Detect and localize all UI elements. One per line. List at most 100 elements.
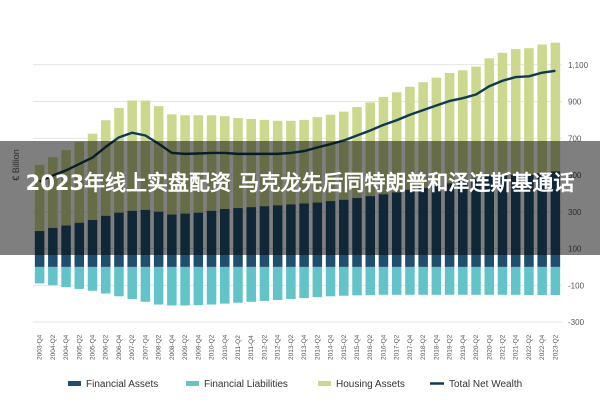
bar-financial-liabilities: [167, 266, 177, 306]
x-tick-label: 2007-Q4: [142, 334, 149, 360]
bar-financial-liabilities: [365, 266, 375, 295]
legend-item-housing-assets: Housing Assets: [318, 379, 405, 390]
x-tick-label: 2015-Q4: [354, 334, 361, 360]
x-tick-label: 2019-Q4: [460, 334, 467, 360]
x-tick-label: 2004-Q4: [63, 334, 70, 360]
bar-financial-liabilities: [206, 266, 217, 305]
x-tick-label: 2008-Q2: [156, 334, 163, 360]
y-tick-label: 700: [568, 134, 582, 143]
bar-financial-liabilities: [405, 266, 415, 295]
bar-financial-liabilities: [339, 266, 349, 296]
bar-financial-liabilities: [391, 266, 402, 295]
bar-financial-liabilities: [537, 266, 547, 295]
x-tick-label: 2012-Q4: [275, 334, 282, 360]
bar-financial-liabilities: [524, 266, 534, 295]
legend-label-financial-assets: Financial Assets: [86, 379, 158, 390]
legend-swatch-financial-assets: [68, 381, 81, 386]
bar-financial-liabilities: [325, 266, 336, 297]
x-tick-label: 2016-Q2: [367, 334, 374, 360]
bar-financial-liabilities: [497, 266, 508, 295]
x-tick-label: 2004-Q2: [50, 334, 57, 360]
bar-financial-liabilities: [140, 266, 151, 302]
bar-financial-liabilities: [74, 266, 85, 289]
x-tick-label: 2013-Q4: [301, 334, 308, 360]
bar-housing-assets: [431, 77, 442, 187]
bar-financial-liabilities: [48, 266, 58, 286]
x-tick-label: 2008-Q4: [169, 334, 176, 360]
x-tick-label: 2010-Q4: [222, 334, 229, 360]
x-tick-label: 2014-Q4: [328, 334, 335, 360]
x-tick-label: 2005-Q4: [90, 334, 97, 360]
bar-housing-assets: [550, 42, 561, 172]
x-tick-label: 2019-Q2: [447, 334, 454, 360]
legend-label-housing-assets: Housing Assets: [336, 379, 405, 390]
bar-financial-liabilities: [87, 266, 98, 291]
bar-financial-liabilities: [220, 266, 230, 304]
x-tick-label: 2007-Q2: [129, 334, 136, 360]
bar-financial-liabilities: [510, 266, 521, 295]
bar-financial-liabilities: [352, 266, 362, 296]
headline-text: 2023年线上实盘配资 马克龙先后同特朗普和泽连斯基通话: [25, 171, 575, 195]
x-tick-label: 2006-Q4: [116, 334, 123, 360]
bar-housing-assets: [510, 49, 521, 175]
legend-item-total-net-wealth: Total Net Wealth: [430, 379, 522, 390]
bar-financial-liabilities: [378, 266, 389, 295]
bar-financial-liabilities: [153, 266, 164, 305]
bar-financial-liabilities: [61, 266, 71, 288]
x-tick-label: 2022-Q2: [526, 334, 533, 360]
bar-financial-liabilities: [34, 266, 45, 284]
bar-financial-liabilities: [193, 266, 204, 306]
bar-housing-assets: [497, 52, 508, 175]
bar-housing-assets: [524, 48, 534, 175]
bar-financial-liabilities: [444, 266, 455, 295]
x-tick-label: 2003-Q4: [37, 334, 44, 360]
x-tick-label: 2017-Q2: [394, 334, 401, 360]
bar-financial-liabilities: [233, 266, 243, 303]
y-tick-label: -300: [568, 318, 585, 327]
x-tick-label: 2009-Q2: [182, 334, 189, 360]
x-tick-label: 2017-Q4: [407, 334, 414, 360]
x-tick-label: 2015-Q2: [341, 334, 348, 360]
x-tick-label: 2021-Q2: [499, 334, 506, 360]
bar-housing-assets: [484, 58, 495, 176]
x-tick-label: 2018-Q4: [433, 334, 440, 360]
x-tick-label: 2022-Q4: [539, 334, 546, 360]
legend-swatch-financial-liabilities: [186, 381, 199, 386]
bar-financial-liabilities: [299, 266, 309, 299]
bar-housing-assets: [418, 82, 428, 188]
x-tick-label: 2006-Q2: [103, 334, 110, 360]
x-tick-label: 2011-Q4: [248, 335, 255, 360]
x-tick-label: 2023-Q2: [552, 334, 559, 360]
bar-financial-liabilities: [114, 266, 124, 297]
x-tick-label: 2014-Q2: [314, 334, 321, 360]
legend-label-total-net-wealth: Total Net Wealth: [449, 379, 522, 390]
legend-item-financial-liabilities: Financial Liabilities: [186, 379, 288, 390]
bar-financial-liabilities: [259, 266, 270, 301]
legend-label-financial-liabilities: Financial Liabilities: [204, 379, 288, 390]
bar-housing-assets: [458, 70, 468, 181]
financial-liabilities-bars: [34, 266, 561, 306]
legend: Financial Assets Financial Liabilities H…: [68, 379, 522, 390]
bar-financial-liabilities: [484, 266, 495, 295]
bar-financial-liabilities: [471, 266, 481, 295]
bar-housing-assets: [471, 66, 481, 179]
legend-swatch-housing-assets: [318, 381, 331, 386]
x-axis-ticks: 2003-Q4 2004-Q2 2004-Q4 2005-Q2 2005-Q4 2006-…: [37, 334, 560, 360]
bar-financial-liabilities: [180, 266, 190, 306]
x-tick-label: 2016-Q4: [380, 334, 387, 360]
headline-overlay: [0, 141, 600, 255]
bar-financial-liabilities: [100, 266, 111, 294]
x-tick-label: 2012-Q2: [261, 334, 268, 360]
bar-financial-liabilities: [550, 266, 561, 295]
x-tick-label: 2009-Q4: [195, 334, 202, 360]
x-tick-label: 2013-Q2: [288, 334, 295, 360]
bar-financial-liabilities: [127, 266, 137, 300]
bar-housing-assets: [537, 44, 547, 174]
y-tick-label: -100: [568, 281, 585, 290]
x-tick-label: 2021-Q4: [513, 334, 520, 360]
x-tick-label: 2005-Q2: [76, 334, 83, 360]
x-tick-label: 2011-Q2: [235, 335, 242, 360]
bar-housing-assets: [444, 73, 455, 184]
x-tick-label: 2010-Q2: [209, 334, 216, 360]
bar-financial-liabilities: [458, 266, 468, 295]
